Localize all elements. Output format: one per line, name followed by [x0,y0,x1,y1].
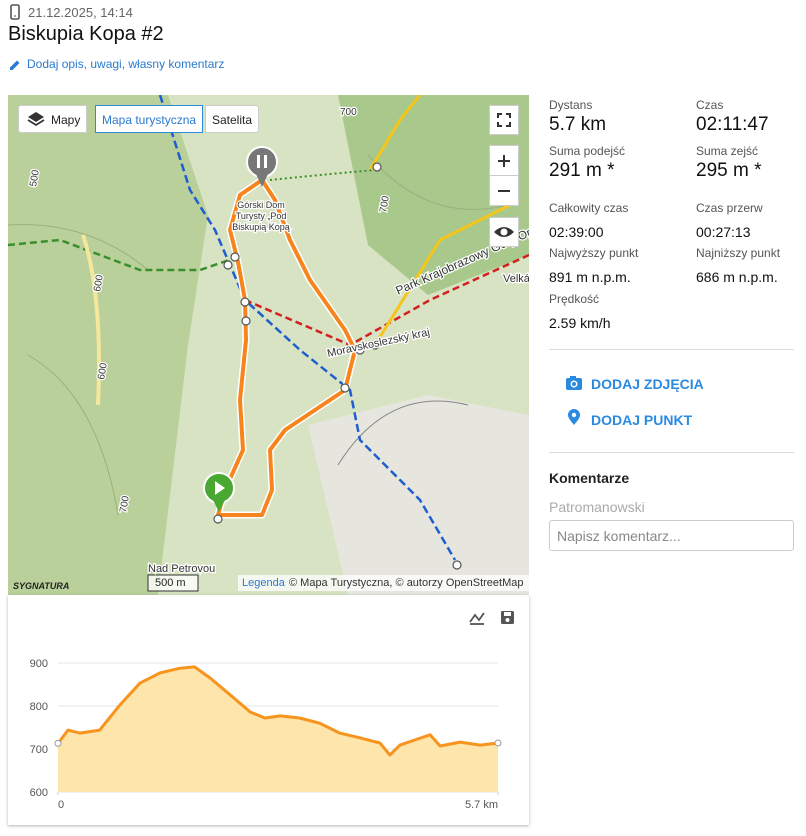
layer-button[interactable]: Mapy [18,105,88,133]
divider [549,452,794,453]
pencil-icon [10,60,20,70]
divider [549,349,794,350]
stat-value: 295 m * [696,160,762,181]
layer-button[interactable]: Satelita [205,105,260,133]
fullscreen-button[interactable] [489,105,519,135]
comment-user: Patromanowski [549,499,645,515]
y-tick-label: 700 [30,744,48,756]
title: Biskupia Kopa #2 [8,23,164,45]
comments-title: Komentarze [549,470,630,486]
add-photos[interactable]: DODAJ ZDJĘCIA [591,376,704,392]
stat-label: Dystans [549,98,593,112]
stat-value: 02:11:47 [696,114,769,135]
y-tick-label: 900 [30,658,48,670]
elevation-area [58,666,498,792]
logo: SYGNATURA [13,581,70,591]
phone-icon [10,4,20,20]
stat-value: 2.59 km/h [549,315,611,331]
map-canvas: 700 500 700 600 600 700 Velká Górski DomTurysty… [8,95,529,595]
y-tick-label: 800 [30,701,48,713]
zoom-out-button[interactable] [489,175,519,206]
map-label: Nad Petrovou [148,563,215,575]
stat-label: Najniższy punkt [696,246,781,260]
pin-icon [568,409,580,425]
stat-value: 686 m n.p.m. [696,269,778,285]
map-label: Górski Dom [237,200,285,210]
attribution: © Mapa Turystyczna, © autorzy OpenStreet… [289,577,524,589]
endpoint [494,739,502,747]
x-tick-label: 5.7 km [465,799,498,811]
elevation-card: 600 700 800 900 0 5.7 km [8,595,529,825]
endpoint [54,739,62,747]
save-icon[interactable] [501,611,514,624]
stat-label: Czas [696,98,724,112]
layers-icon [27,112,45,127]
y-tick-label: 600 [30,787,48,799]
stat-value: 291 m * [549,160,615,181]
elevation-chart: 600 700 800 900 0 5.7 km [30,611,514,811]
visibility-button[interactable] [489,217,519,247]
date: 21.12.2025, 14:14 [28,5,133,20]
map-label: Velká [503,273,529,285]
add-point[interactable]: DODAJ PUNKT [591,412,693,428]
scale: 500 m [155,577,186,589]
map-label: 700 [118,495,132,514]
stat-label: Czas przerw [696,201,763,215]
edit-link[interactable]: Dodaj opis, uwagi, własny komentarz [27,57,225,71]
stat-label: Całkowity czas [549,201,629,215]
stat-value: 5.7 km [549,114,607,135]
stat-value: 891 m n.p.m. [549,269,631,285]
map-label: Turysty „Pod [236,211,287,221]
map-label: 600 [96,362,110,381]
comment-input[interactable]: Napisz komentarz... [549,520,794,551]
layer-button[interactable]: Mapa turystyczna [95,105,204,133]
map-label: 500 [28,169,42,188]
x-tick-label: 0 [58,799,64,811]
stat-value: 02:39:00 [549,224,604,240]
elevation-line [56,665,499,757]
map[interactable]: 700 500 700 600 600 700 Velká Górski Dom Turysty… [8,95,529,595]
map-label: 700 [378,195,392,214]
map-label: Biskupią Kopą [232,222,290,232]
map-label: 600 [92,274,106,293]
legend-link[interactable]: Legenda [242,577,285,589]
stat-label: Najwyższy punkt [549,246,639,260]
camera-icon [566,376,582,390]
stat-label: Suma zejść [696,144,759,158]
stat-value: 00:27:13 [696,224,751,240]
stat-label: Suma podejść [549,144,626,158]
profile-icon[interactable] [469,612,485,625]
stat-label: Prędkość [549,292,600,306]
zoom-in-button[interactable] [489,145,519,176]
map-label: 700 [340,107,357,118]
